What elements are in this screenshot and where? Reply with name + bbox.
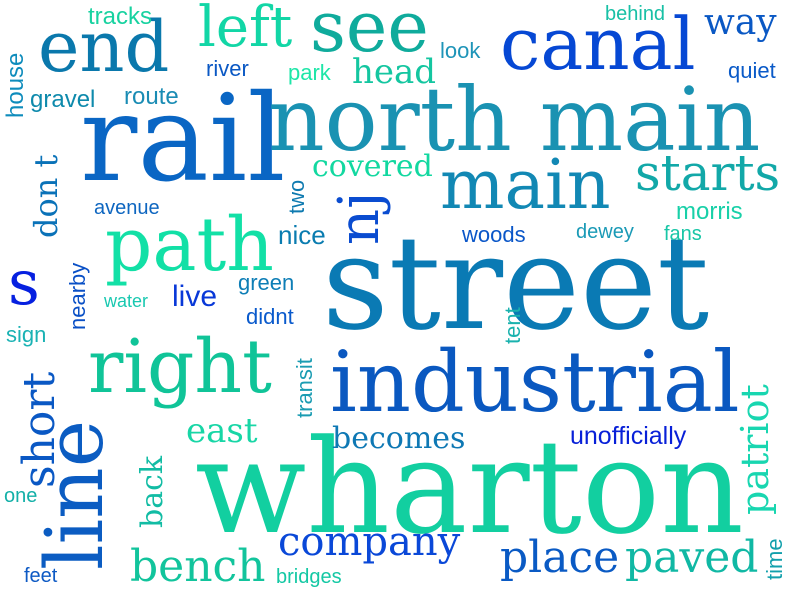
word-park: park [288,60,331,85]
word-green: green [238,270,295,295]
word-dewey: dewey [576,221,634,243]
word-starts: starts [635,144,781,202]
word-live: live [172,280,218,313]
word-rail: rail [80,70,286,209]
word-don-t: don t [27,154,65,238]
word-street: street [322,207,710,359]
word-nj: nj [327,191,392,245]
word-paved: paved [625,532,759,583]
word-s: s [8,246,40,319]
word-unofficially: unofficially [570,422,687,450]
word-path: path [105,202,274,288]
word-river: river [206,56,249,81]
word-main: main [440,146,611,225]
word-look: look [440,38,481,63]
word-north-main: north main [268,68,761,171]
word-covered: covered [312,149,433,184]
word-short: short [14,371,65,488]
word-patriot: patriot [733,384,777,515]
word-see: see [310,0,429,68]
word-nice: nice [278,220,326,250]
word-water: water [104,291,149,311]
word-bench: bench [130,541,266,592]
word-gravel: gravel [30,86,96,113]
word-bridges: bridges [276,566,342,588]
word-industrial: industrial [330,333,740,431]
word-back: back [135,455,170,528]
word-feet: feet [24,565,58,587]
word-becomes: becomes [332,421,466,456]
word-route: route [124,83,179,110]
word-fans: fans [664,223,702,245]
word-quiet: quiet [728,58,776,83]
word-east: east [186,411,258,451]
word-tracks: tracks [88,3,153,30]
word-right: right [88,324,272,410]
word-way: way [704,2,777,43]
word-place: place [500,532,620,583]
word-sign: sign [6,322,47,347]
word-nearby: nearby [65,262,90,330]
word-time: time [762,538,787,580]
word-didnt: didnt [246,304,294,329]
word-wharton: wharton [195,411,744,563]
word-morris: morris [676,198,743,225]
word-head: head [352,52,437,92]
word-left: left [198,0,293,60]
word-two: two [284,179,309,214]
word-one: one [4,485,38,507]
word-canal: canal [500,2,696,86]
word-woods: woods [462,222,526,247]
word-avenue: avenue [94,197,160,219]
word-tent: tent [500,307,525,344]
word-transit: transit [292,358,317,418]
word-behind: behind [605,3,666,25]
word-company: company [278,519,461,565]
word-end: end [38,6,170,88]
word-house: house [2,52,29,118]
